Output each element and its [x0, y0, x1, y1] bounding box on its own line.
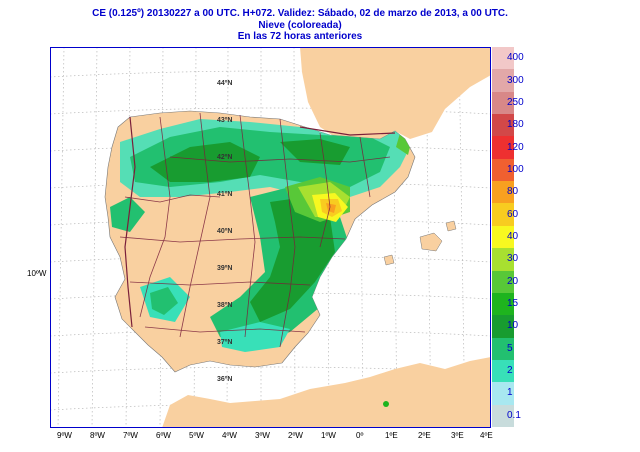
- x-tick-label: 7ºW: [123, 431, 138, 440]
- legend-label: 100: [507, 163, 524, 175]
- x-tick-label: 4ºW: [222, 431, 237, 440]
- lat-label: 40ºN: [217, 228, 233, 235]
- legend-swatch: [492, 337, 514, 361]
- legend-label: 0.1: [507, 409, 521, 421]
- lat-label: 36ºN: [217, 376, 233, 383]
- legend-label: 120: [507, 141, 524, 153]
- longitude-label: 10ºW: [27, 269, 47, 278]
- legend-swatch: [492, 69, 514, 93]
- legend-swatch: [492, 248, 514, 272]
- lat-label: 44ºN: [217, 80, 233, 87]
- legend-label: 2: [507, 365, 513, 377]
- x-tick-label: 0º: [356, 431, 364, 440]
- legend-swatch: [492, 203, 514, 227]
- legend-label: 40: [507, 231, 519, 242]
- legend-label: 250: [507, 96, 524, 108]
- x-tick-label: 8ºW: [90, 431, 105, 440]
- x-tick-label: 1ºW: [321, 431, 336, 440]
- legend-label: 1: [507, 387, 513, 399]
- x-tick-label: 3ºW: [255, 431, 270, 440]
- legend-swatch: [492, 270, 514, 294]
- legend-swatch: [492, 315, 514, 339]
- legend-label: 400: [507, 52, 524, 64]
- x-tick-label: 5ºW: [189, 431, 204, 440]
- x-tick-label: 1ºE: [385, 431, 398, 440]
- precipitation-map: [50, 47, 491, 428]
- lat-label: 37ºN: [217, 339, 233, 346]
- map-period: En las 72 horas anteriores: [237, 31, 363, 42]
- legend-swatch: [492, 181, 514, 204]
- legend-label: 5: [507, 342, 513, 354]
- legend-swatch: [492, 359, 514, 383]
- lat-label: 38ºN: [217, 302, 233, 309]
- legend-swatch: [492, 225, 514, 249]
- x-tick-label: 4ºE: [480, 431, 493, 440]
- color-legend: [492, 47, 514, 428]
- legend-label: 180: [507, 119, 524, 131]
- legend-swatch: [492, 404, 514, 428]
- legend-label: 60: [507, 208, 519, 220]
- x-tick-label: 2ºW: [288, 431, 303, 440]
- legend-swatch: [492, 158, 514, 182]
- lat-label: 42ºN: [217, 154, 233, 161]
- legend-swatch: [492, 114, 514, 137]
- lat-label: 43ºN: [217, 117, 233, 124]
- legend-label: 20: [507, 275, 519, 287]
- legend-swatch: [492, 292, 514, 316]
- legend-swatch: [492, 47, 514, 70]
- x-tick-label: 3ºE: [451, 431, 464, 440]
- legend-label: 80: [507, 186, 519, 198]
- map-title: CE (0.125º) 20130227 a 00 UTC. H+072. Va…: [92, 8, 508, 19]
- legend-swatch: [492, 91, 514, 115]
- x-tick-label: 6ºW: [156, 431, 171, 440]
- legend-label: 300: [507, 74, 524, 86]
- map-subtitle: Nieve (coloreada): [258, 20, 342, 31]
- legend-label: 10: [507, 320, 519, 332]
- lat-label: 41ºN: [217, 191, 233, 198]
- lat-label: 39ºN: [217, 265, 233, 272]
- x-tick-label: 2ºE: [418, 431, 431, 440]
- legend-label: 15: [507, 298, 519, 310]
- legend-swatch: [492, 136, 514, 160]
- legend-label: 30: [507, 253, 519, 265]
- x-tick-label: 9ºW: [57, 431, 72, 440]
- legend-swatch: [492, 382, 514, 406]
